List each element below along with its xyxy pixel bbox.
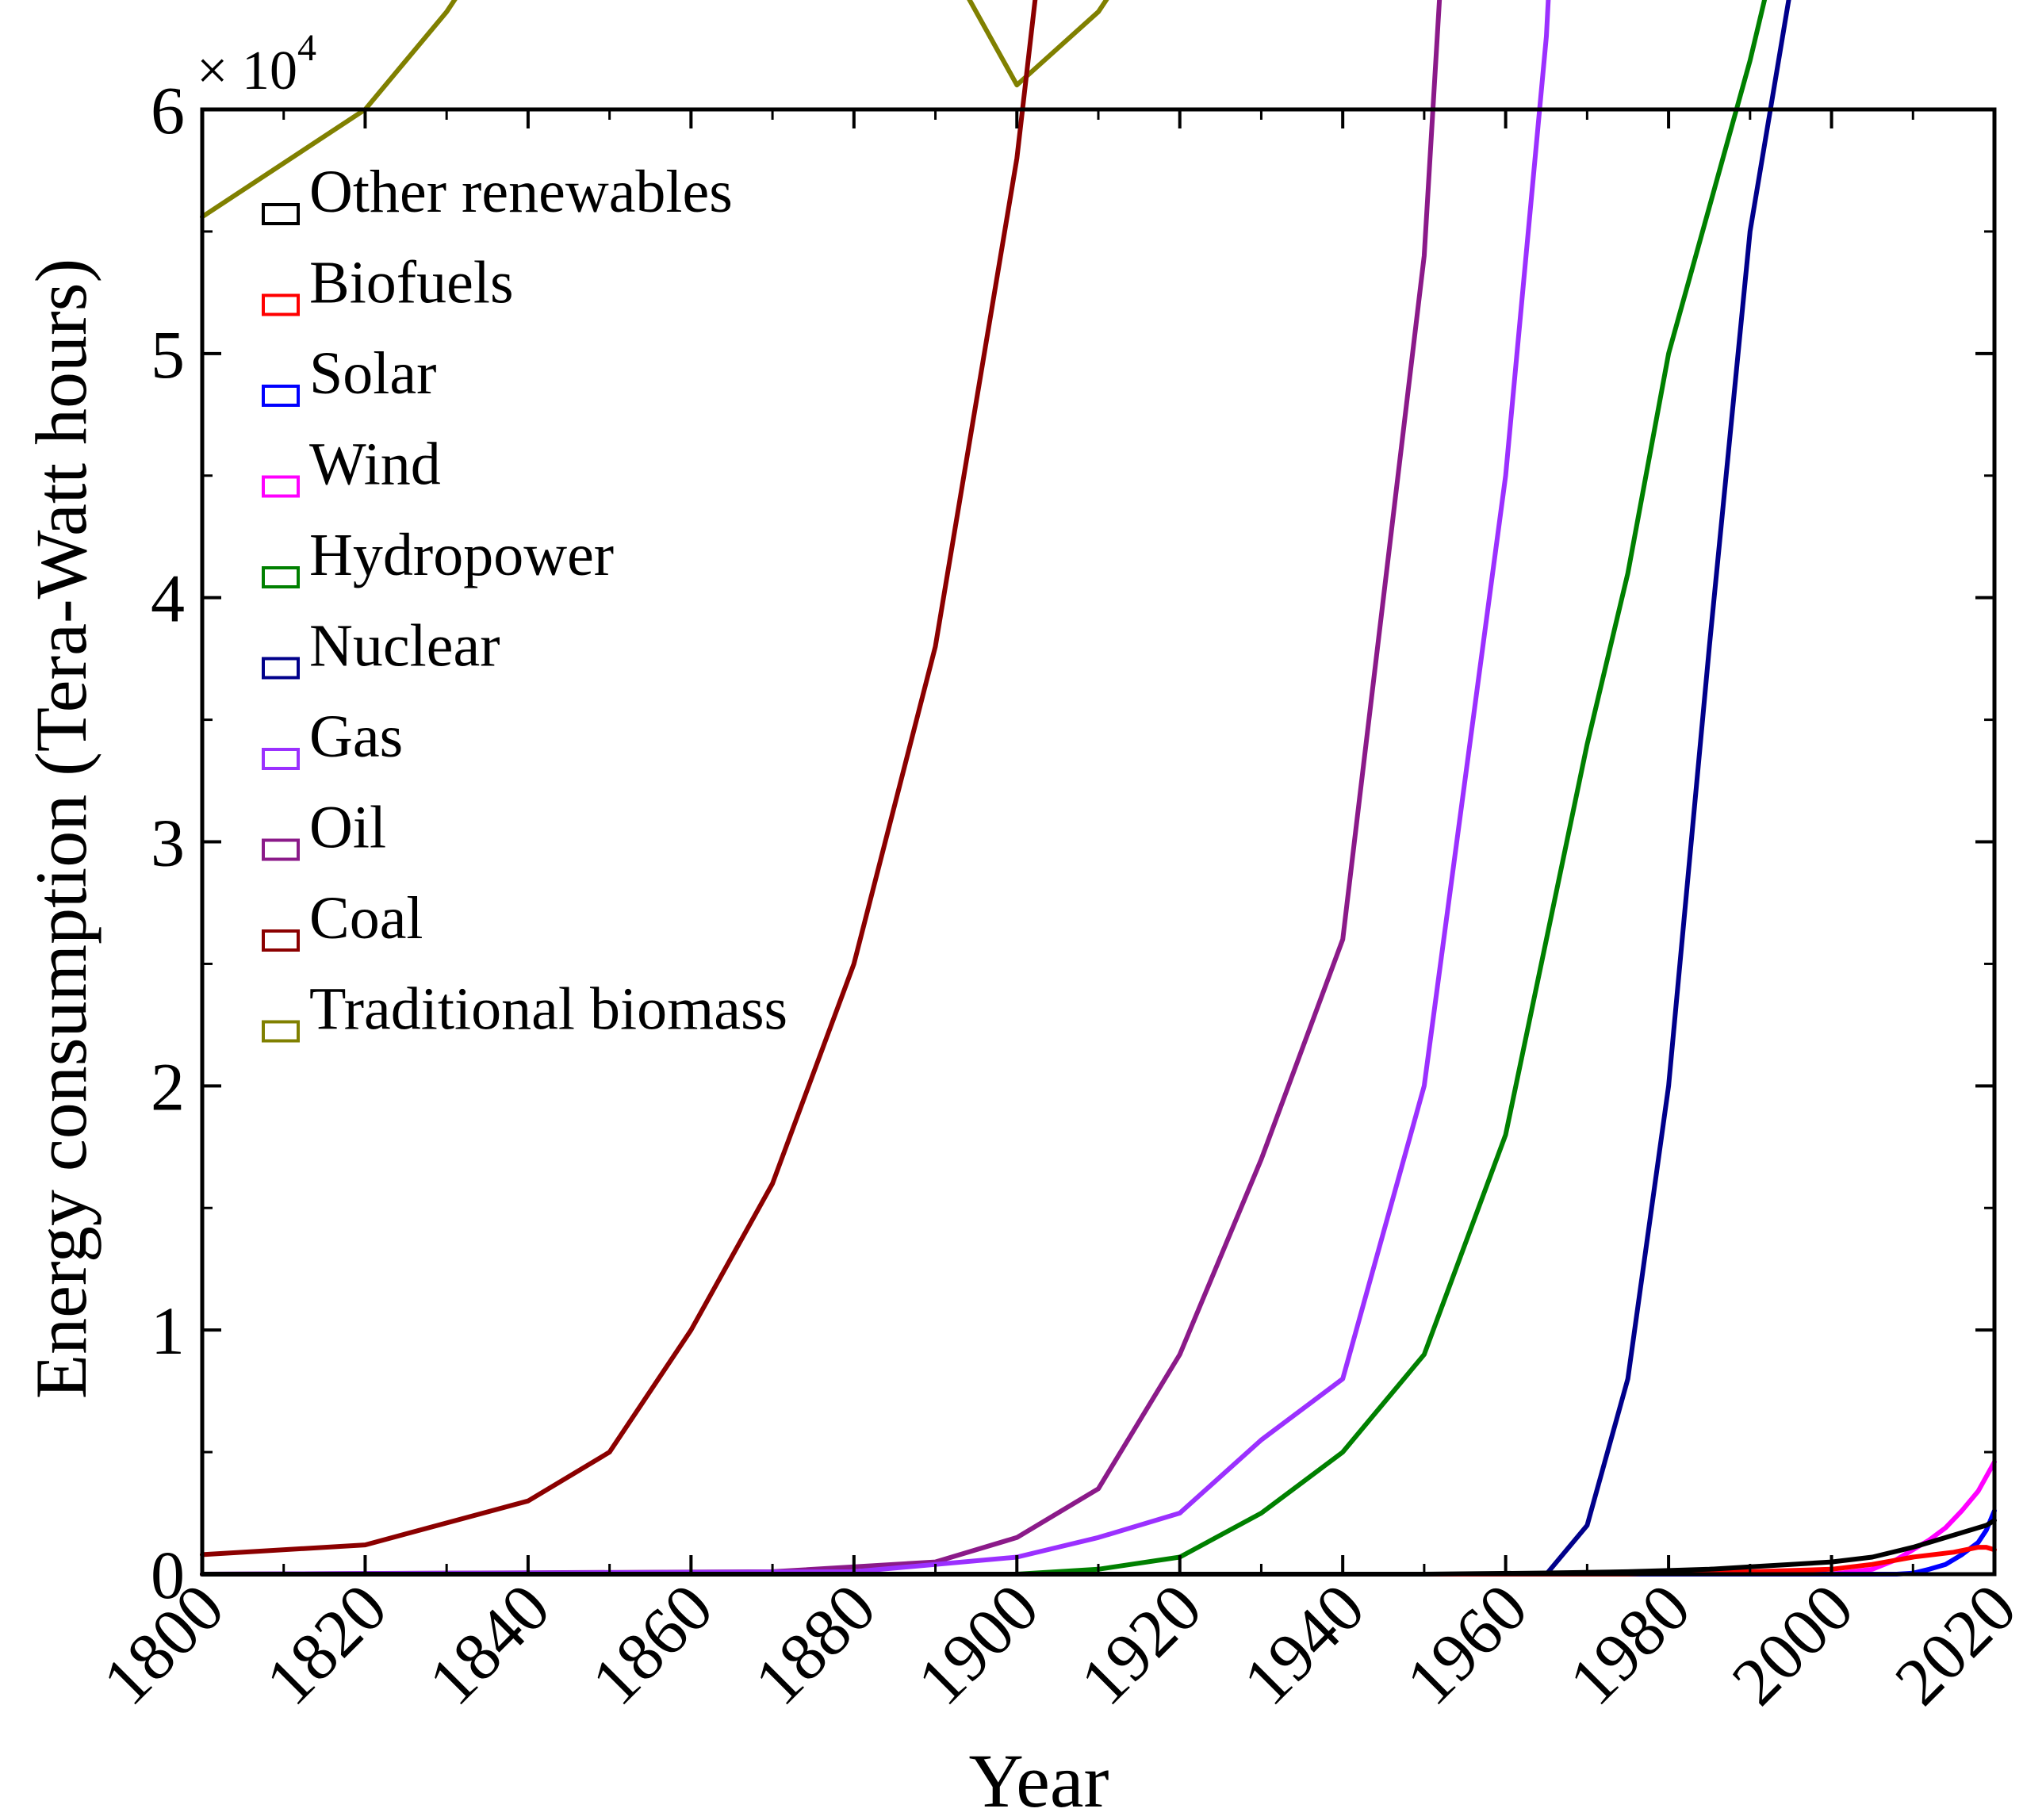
legend-label-coal: Coal [309,885,423,952]
legend-swatch-gas [262,748,300,770]
y-multiplier-label: × 104 [197,27,316,102]
series-line-oil [200,0,1443,1577]
plot-frame [200,107,1997,1577]
legend-swatch-wind [262,475,300,498]
x-axis-label: Year [969,1738,1109,1820]
legend-label-nuclear: Nuclear [309,613,500,680]
legend-label-oil: Oil [309,795,386,861]
y-tick-label-5: 5 [151,316,185,393]
legend: Other renewables Biofuels Solar Wind Hydropo… [262,159,787,1043]
series-line-hydropower [200,0,1768,1577]
legend-swatch-hydropower [262,566,300,588]
legend-label-other-renewables: Other renewables [309,159,733,225]
y-tick-label-1: 1 [151,1293,185,1369]
legend-label-biofuels: Biofuels [309,250,514,316]
y-tick-label-6: 6 [151,72,185,148]
y-tick-label-3: 3 [151,805,185,881]
legend-label-traditional-biomass: Traditional biomass [309,976,787,1043]
y-axis-label: Energy consumption (Tera-Watt hours) [21,259,102,1399]
legend-swatch-nuclear [262,657,300,680]
legend-label-solar: Solar [309,340,436,407]
legend-swatch-traditional-biomass [262,1020,300,1043]
legend-swatch-oil [262,838,300,861]
series-line-gas [200,0,1551,1577]
svg-text:× 104: × 104 [197,27,316,102]
legend-swatch-other-renewables [262,203,300,225]
legend-label-wind: Wind [309,431,441,498]
y-multiplier-exponent: 4 [297,27,316,69]
legend-label-gas: Gas [309,703,403,770]
y-multiplier-base: × 10 [197,40,297,102]
legend-swatch-biofuels [262,293,300,316]
series-line-coal [200,0,1038,1558]
legend-swatch-solar [262,385,300,407]
y-tick-label-2: 2 [151,1048,185,1125]
legend-swatch-coal [262,929,300,952]
y-tick-label-0: 0 [151,1537,185,1613]
series-line-nuclear [200,0,1791,1577]
y-tick-label-4: 4 [151,561,185,637]
legend-label-hydropower: Hydropower [309,522,614,588]
